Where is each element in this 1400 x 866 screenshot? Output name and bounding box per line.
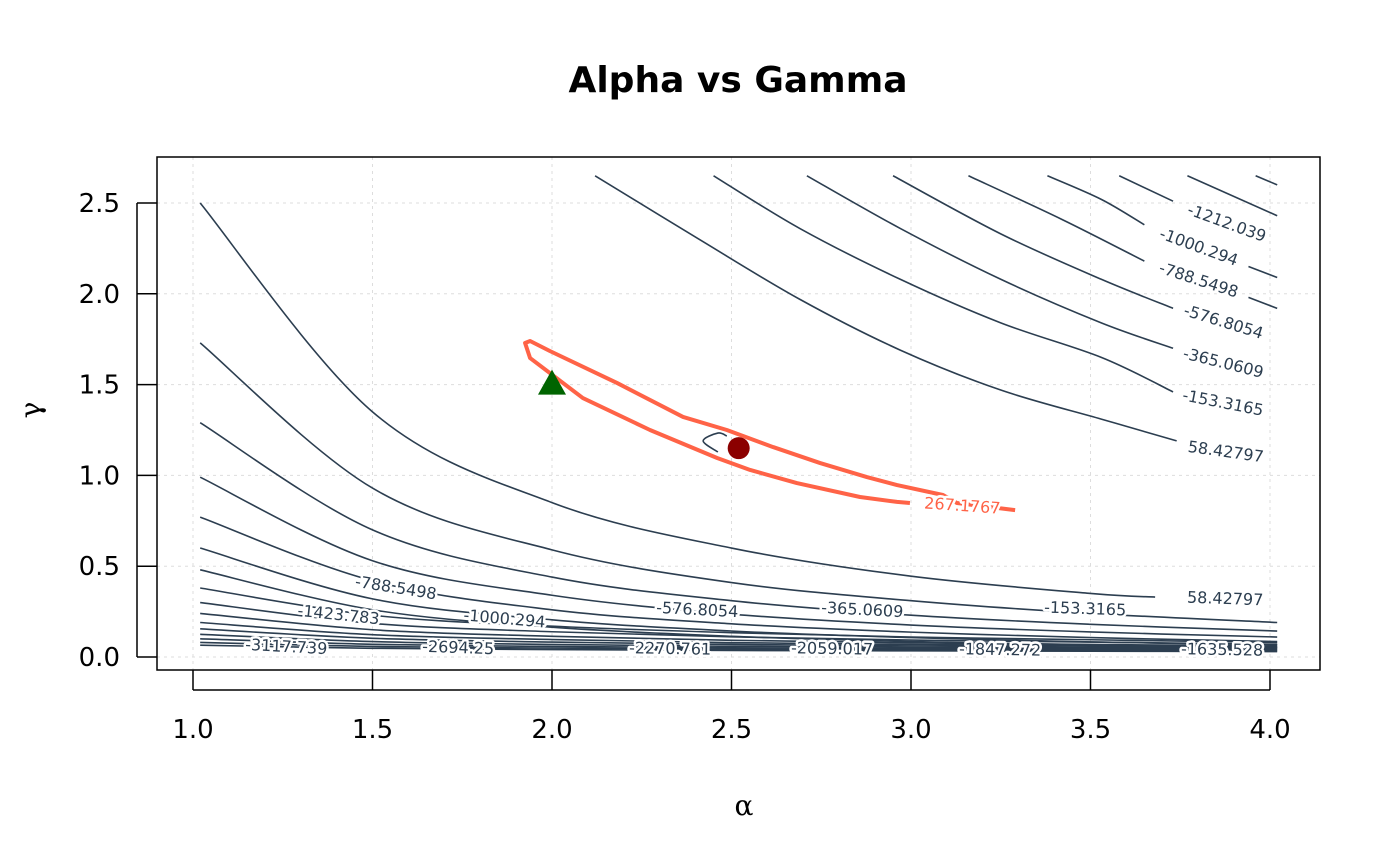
plot-frame [156,156,1321,671]
contour-label: 58.42797 [1187,588,1264,610]
x-tick-label: 1.0 [172,715,213,745]
y-axis: 0.0 0.5 1.0 1.5 2.0 2.5 [79,189,157,673]
y-tick-label: 2.5 [79,189,120,219]
contour-line [199,516,1278,643]
x-tick-label: 2.0 [531,715,572,745]
contour-line [1118,175,1174,202]
contour-label: -1000.294 [463,605,546,631]
contour-label: 267.1767 [924,493,1001,517]
y-tick-label: 0.5 [79,552,120,582]
contour-line [200,601,1278,646]
contour-line [806,175,1174,350]
contour-label: -153.3165 [1181,385,1265,419]
contour-label: -1847.272 [959,639,1041,659]
x-axis: 1.0 1.5 2.0 2.5 3.0 3.5 4.0 [172,670,1291,745]
y-tick-label: 1.5 [79,371,120,401]
contour-label: -1635.528 [1181,639,1263,659]
contour-lines [199,175,1278,653]
contour-line [1248,265,1278,279]
contour-label: -2059.017 [791,638,873,658]
contour-line [713,175,1174,393]
x-tick-label: 3.0 [890,715,931,745]
contour-line [199,202,1156,598]
contour-label: -153.3165 [1044,598,1127,620]
contour-line [200,587,1278,644]
contour-labels: -1212.039-1000.294-788.5498-576.8054-365… [242,197,1271,662]
contour-label: -3117.739 [245,635,328,658]
x-axis-label: α [735,789,754,822]
contour-label: -365.0609 [1181,344,1265,382]
contour-line [200,641,1278,652]
contour-line [200,644,1278,653]
contour-line [702,432,728,453]
contour-line [199,422,1278,632]
y-axis-label: γ [14,402,47,419]
estimate-point-circle [727,437,750,460]
contour-line [1248,296,1278,310]
contour-label: -576.8054 [656,598,739,621]
y-tick-label: 2.0 [79,280,120,310]
contour-line [200,612,1278,647]
contour-line [199,342,1278,624]
contour-label: 58.42797 [1187,437,1265,466]
contour-line [892,175,1174,310]
contour-label: -576.8054 [1182,301,1266,343]
contour-label: -365.0609 [821,598,904,621]
contour-line [1255,175,1278,186]
grid [157,157,1320,670]
y-tick-label: 1.0 [79,461,120,491]
contour-line [200,633,1278,650]
contour-label: -2694.25 [422,637,495,658]
contour-line [199,476,1278,638]
contour-line-highlight [523,339,1016,513]
contour-line [200,621,1278,648]
contour-line [199,547,1278,646]
x-tick-label: 1.5 [352,715,393,745]
contour-label: -788.5498 [354,572,438,604]
markers [538,369,750,460]
y-tick-label: 0.0 [79,643,120,673]
x-tick-label: 4.0 [1249,715,1290,745]
x-tick-label: 2.5 [711,715,752,745]
contour-line [200,628,1278,649]
contour-label: -2270.761 [629,638,711,658]
chart-title: Alpha vs Gamma [568,60,907,101]
contour-line [1047,175,1145,226]
start-point-triangle [538,369,566,395]
contour-line [1187,175,1278,217]
contour-line [594,175,1177,442]
contour-line [968,175,1145,262]
contour-line [200,638,1278,651]
x-tick-label: 3.5 [1070,715,1111,745]
